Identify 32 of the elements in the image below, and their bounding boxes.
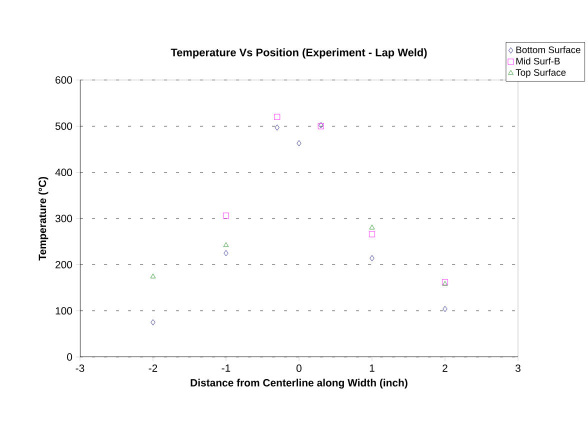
- point: [223, 242, 229, 247]
- point: [370, 255, 374, 262]
- y-tick-label: 200: [56, 260, 72, 268]
- point: [150, 319, 156, 326]
- y-axis-title: Temperature (°C): [38, 176, 48, 260]
- chart-title: Temperature Vs Position (Experiment - Lap Weld): [170, 48, 427, 58]
- y-tick-label: 100: [56, 307, 72, 315]
- x-tick-label: -3: [76, 364, 84, 372]
- y-tick-label: 400: [55, 168, 72, 176]
- x-tick-label: -2: [148, 364, 158, 372]
- y-tick-label: 0: [67, 353, 72, 361]
- point: [274, 124, 280, 131]
- point: [369, 224, 375, 230]
- x-axis-title: Distance from Centerline along Width (inch): [190, 378, 408, 389]
- point: [296, 140, 302, 146]
- x-tick-label: -1: [222, 364, 230, 372]
- y-tick-label: 300: [55, 214, 72, 222]
- legend-label: Mid Surf-B: [516, 58, 560, 65]
- point: [150, 274, 156, 278]
- point: [223, 212, 229, 219]
- point: [442, 306, 448, 312]
- x-tick-label: 2: [442, 364, 448, 372]
- legend-label: Top Surface: [516, 68, 566, 78]
- x-tick-label: 1: [370, 364, 374, 372]
- point: [224, 250, 228, 256]
- y-tick-label: 600: [56, 76, 72, 84]
- point: [274, 114, 280, 120]
- x-tick-label: 0: [296, 364, 302, 372]
- point: [369, 231, 375, 238]
- y-tick-label: 500: [55, 122, 72, 130]
- legend-label: Bottom Surface: [516, 46, 580, 54]
- x-tick-label: 3: [515, 364, 520, 372]
